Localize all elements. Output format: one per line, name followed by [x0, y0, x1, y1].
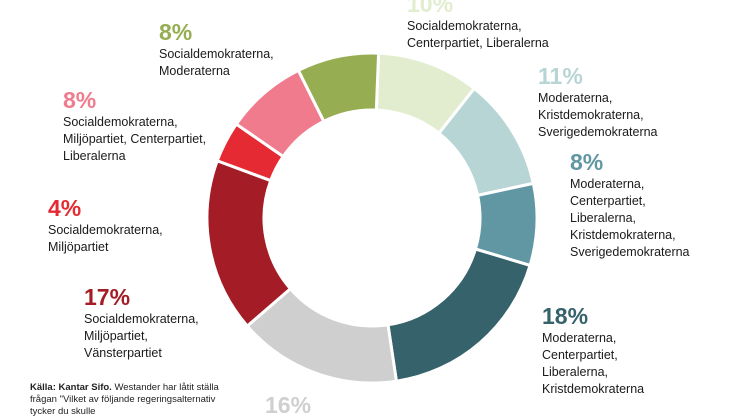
segment-parties: Socialdemokraterna, Miljöpartiet, Center… — [63, 115, 207, 163]
segment-percent: 11% — [538, 63, 583, 89]
label-segment-6: 4% Socialdemokraterna, Miljöpartiet — [48, 196, 163, 256]
donut-segment-5 — [205, 158, 293, 329]
donut-segment-8 — [296, 51, 381, 124]
label-segment-8: 8% Socialdemokraterna, Moderaterna — [159, 20, 274, 80]
label-segment-4: 16% — [265, 393, 311, 419]
label-segment-2: 8% Moderaterna, Centerpartiet, Liberaler… — [570, 150, 690, 261]
segment-parties: Socialdemokraterna, Moderaterna — [159, 47, 274, 78]
segment-parties: Socialdemokraterna, Miljöpartiet, Vänste… — [84, 312, 199, 360]
source-label: Källa: Kantar Sifo. — [30, 382, 112, 393]
segment-percent: 8% — [63, 87, 97, 113]
label-segment-1: 11% Moderaterna, Kristdemokraterna, Sver… — [538, 64, 658, 141]
segment-percent: 8% — [159, 19, 193, 45]
segment-percent: 8% — [570, 149, 604, 175]
label-segment-5: 17% Socialdemokraterna, Miljöpartiet, Vä… — [84, 285, 199, 362]
segment-parties: Moderaterna, Centerpartiet, Liberalerna,… — [542, 331, 645, 396]
segment-percent: 17% — [84, 284, 131, 310]
label-segment-3: 18% Moderaterna, Centerpartiet, Liberale… — [542, 304, 644, 398]
segment-parties: Socialdemokraterna, Centerpartiet, Liber… — [407, 19, 549, 50]
source-text: Westander har låtit ställa frågan "Vilke… — [30, 382, 219, 417]
label-segment-7: 8% Socialdemokraterna, Miljöpartiet, Cen… — [63, 88, 206, 165]
source-note: Källa: Kantar Sifo. Westander har låtit … — [30, 382, 230, 418]
segment-parties: Moderaterna, Centerpartiet, Liberalerna,… — [570, 177, 690, 259]
donut-segment-3 — [386, 247, 532, 383]
segment-parties: Socialdemokraterna, Miljöpartiet — [48, 223, 163, 254]
segment-percent: 4% — [48, 195, 82, 221]
segment-parties: Moderaterna, Kristdemokraterna, Sveriged… — [538, 91, 658, 139]
segment-percent: 10% — [407, 0, 454, 17]
segment-percent: 16% — [265, 392, 312, 418]
label-segment-0: 10% Socialdemokraterna, Centerpartiet, L… — [407, 0, 549, 52]
segment-percent: 18% — [542, 303, 589, 329]
